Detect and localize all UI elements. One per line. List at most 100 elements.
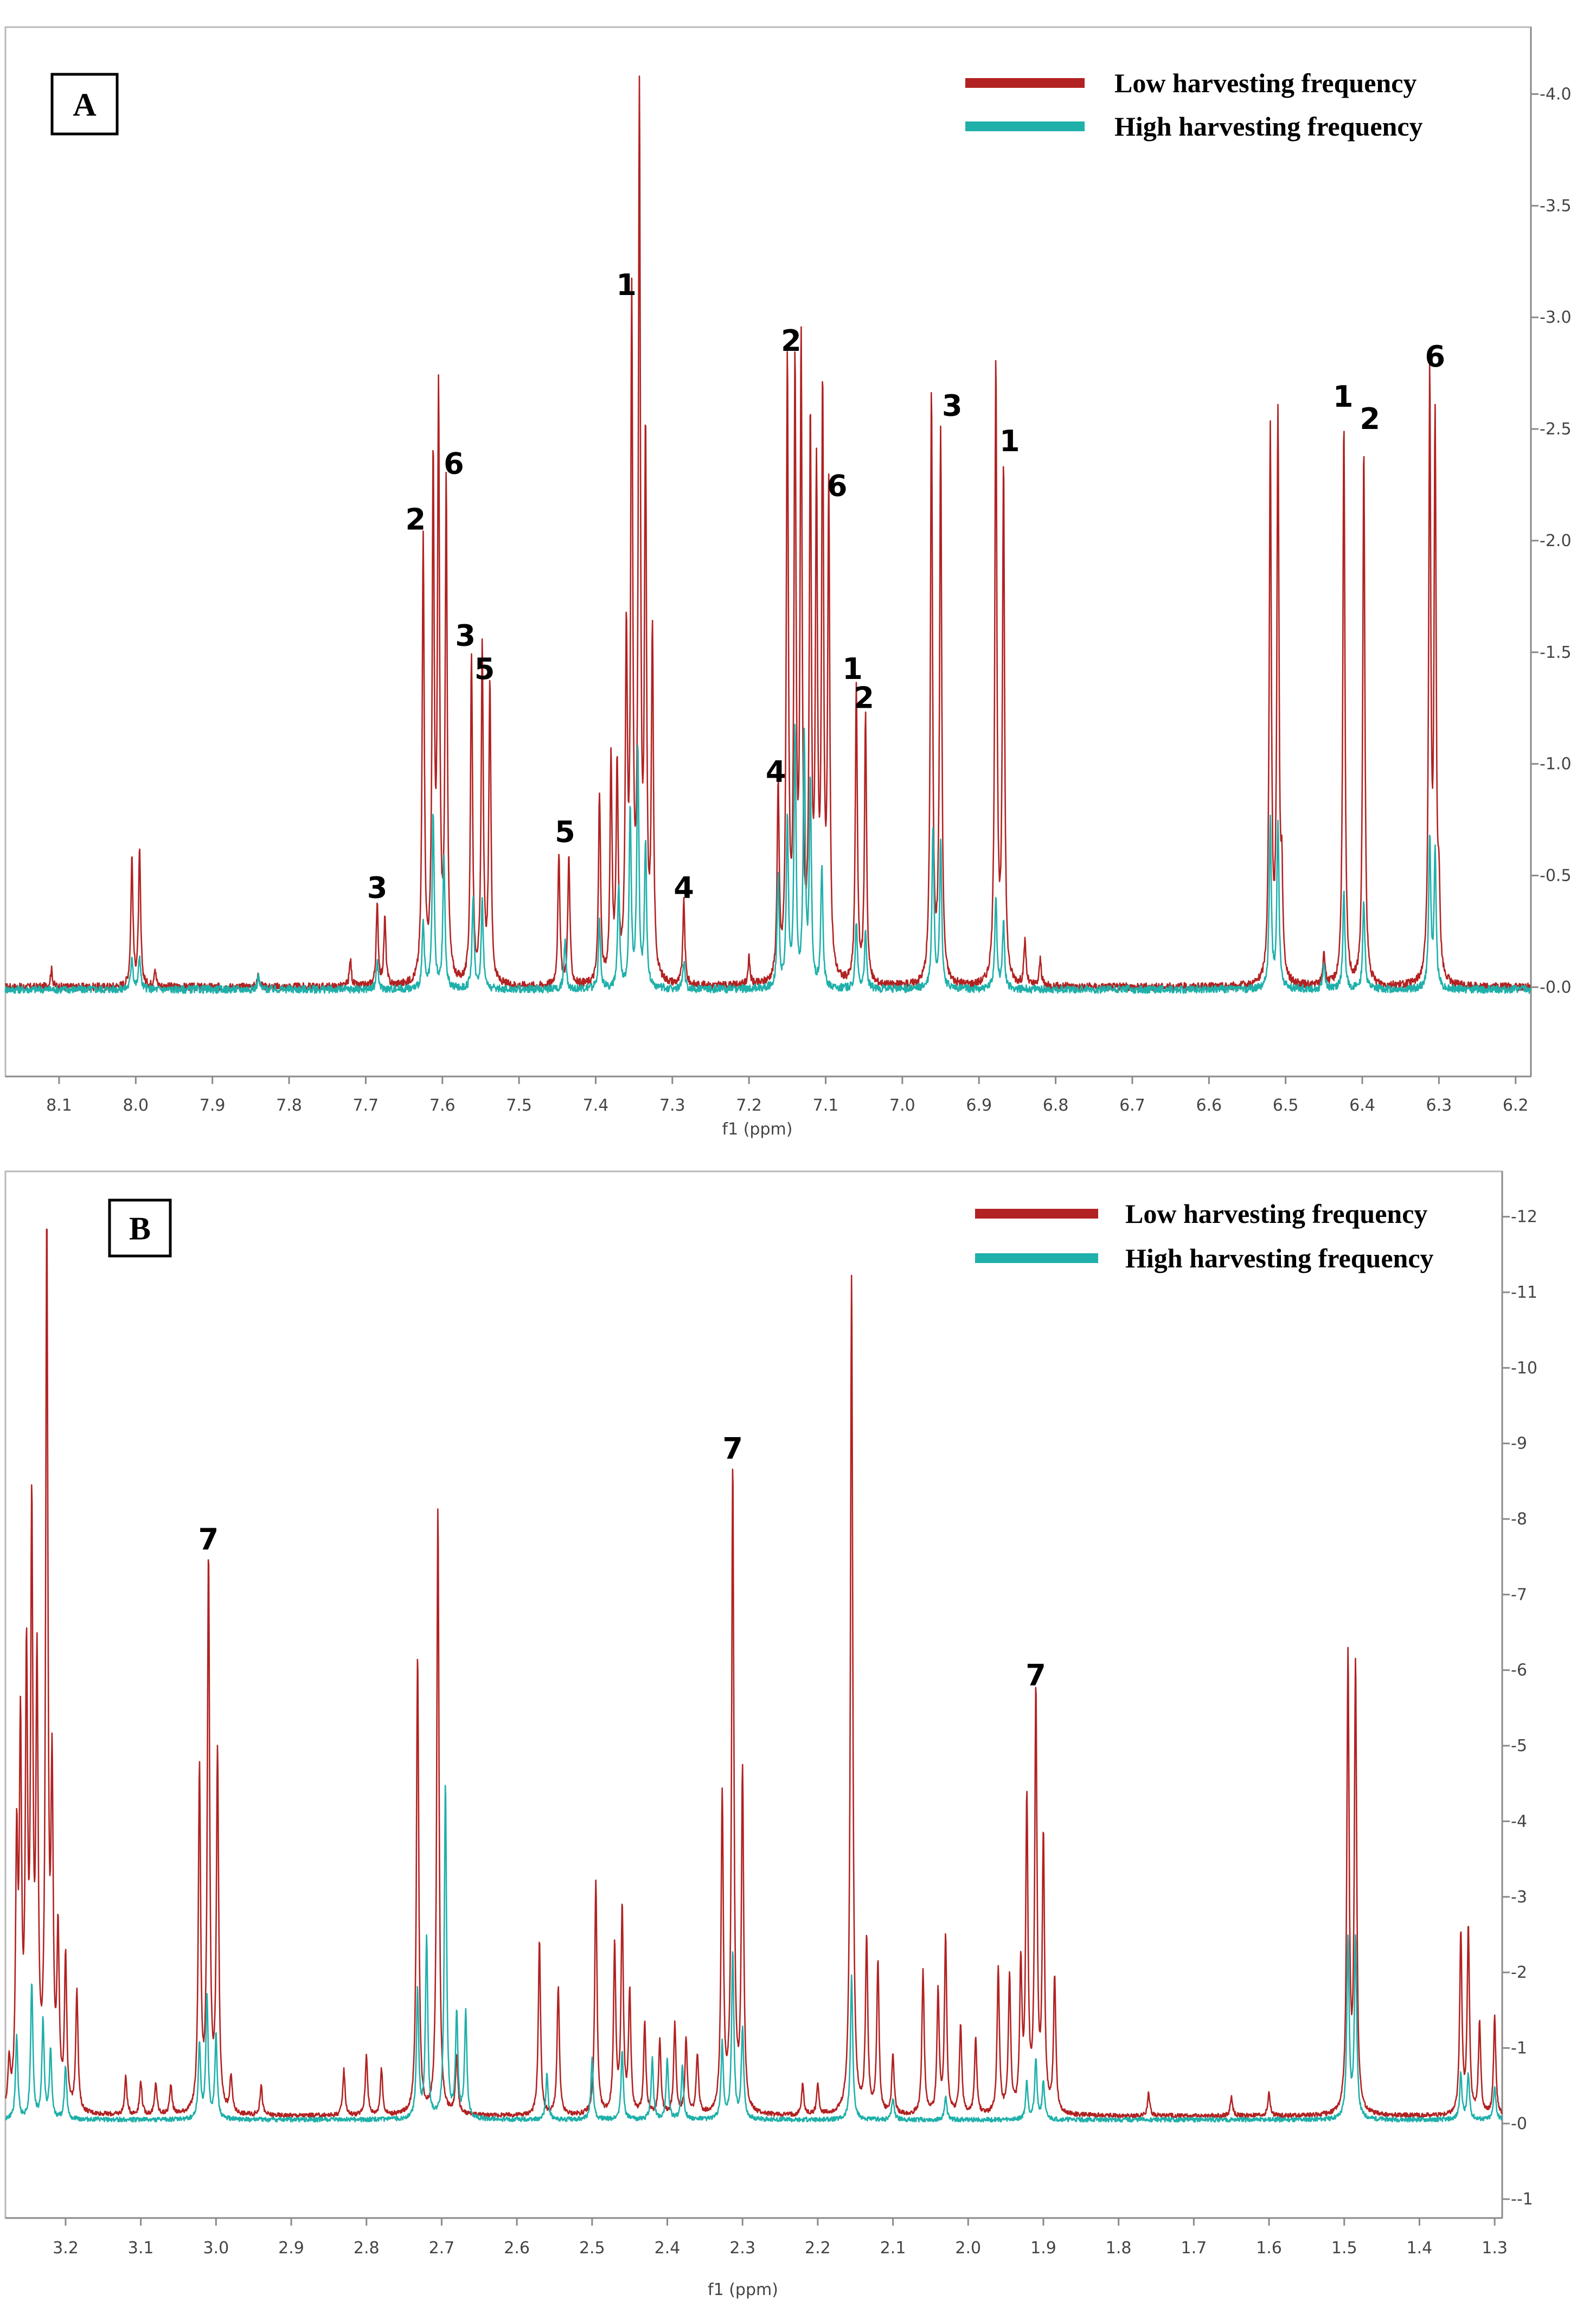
legend-label-low: Low harvesting frequency: [1125, 1198, 1427, 1229]
x-tick-label: 1.6: [1256, 2239, 1282, 2258]
peak-label: 1: [842, 652, 863, 686]
nmr-chart-b: 3.2 3.1 3.0 2.9 2.8 2.7 2.6 2.5 2.4 2.3 2.2 2.1 2.0 1…: [4, 1170, 1537, 2299]
y-tick-label: -3: [1511, 1888, 1527, 1907]
series-high-harvesting: [4, 723, 1532, 994]
x-tick-label: 2.3: [729, 2239, 755, 2258]
plot-frame: [4, 1170, 1503, 2219]
peak-label: 4: [674, 871, 694, 905]
y-tick-label: -3.0: [1540, 308, 1572, 327]
x-tick-label: 6.5: [1273, 1096, 1299, 1115]
peak-label: 3: [455, 618, 476, 652]
panel-label-box: [50, 73, 119, 136]
x-tick-label: 1.5: [1331, 2239, 1357, 2258]
series-low-harvesting: [4, 1228, 1503, 2119]
x-tick-label: 7.9: [200, 1096, 226, 1115]
y-tick-label: -9: [1511, 1434, 1527, 1453]
x-tick-label: 2.7: [429, 2239, 455, 2258]
x-tick-label: 1.7: [1181, 2239, 1207, 2258]
x-tick-label: 6.6: [1196, 1096, 1222, 1115]
panel-label: B: [129, 1211, 151, 1247]
x-tick-label: 2.0: [955, 2239, 981, 2258]
panel-label: A: [73, 87, 96, 123]
y-tick-label: -4.0: [1540, 85, 1572, 104]
plot-frame: [4, 26, 1532, 1078]
peak-label: 5: [475, 652, 495, 686]
x-tick-label: 3.2: [53, 2239, 79, 2258]
x-tick-label: 7.5: [506, 1096, 532, 1115]
x-axis-title: f1 (ppm): [708, 2280, 778, 2299]
panel-label-box: [108, 1198, 172, 1258]
x-tick-label: 1.9: [1030, 2239, 1056, 2258]
y-tick-label: -4: [1511, 1812, 1527, 1831]
x-tick-label: 3.1: [128, 2239, 154, 2258]
peak-label: 7: [198, 1522, 219, 1556]
peak-label: 1: [1333, 380, 1354, 414]
y-tick-label: -2.5: [1540, 420, 1572, 439]
x-tick-label: 8.1: [46, 1096, 72, 1115]
peak-label: 1: [616, 268, 637, 302]
x-tick-label: 2.6: [504, 2239, 530, 2258]
x-tick-label: 7.0: [889, 1096, 915, 1115]
y-tick-label: -0.0: [1540, 978, 1572, 997]
x-tick-label: 6.4: [1349, 1096, 1375, 1115]
x-tick-label: 8.0: [123, 1096, 149, 1115]
x-tick-label: 2.4: [655, 2239, 681, 2258]
x-tick-label: 2.1: [880, 2239, 906, 2258]
y-tick-label: -10: [1511, 1358, 1537, 1377]
x-tick-label: 7.6: [430, 1096, 456, 1115]
y-tick-label: -3.5: [1540, 196, 1572, 215]
y-tick-label: -8: [1511, 1510, 1527, 1529]
peak-label: 1: [999, 424, 1020, 458]
peak-label: 6: [827, 469, 848, 503]
x-tick-label: 1.3: [1482, 2239, 1508, 2258]
y-tick-label: -5: [1511, 1736, 1527, 1755]
peak-label: 3: [367, 871, 388, 905]
y-tick-label: -0.5: [1540, 866, 1572, 885]
y-tick-label: -1.5: [1540, 643, 1572, 662]
spectrum-panel-b: 3.2 3.1 3.0 2.9 2.8 2.7 2.6 2.5 2.4 2.3 2.2 2.1 2.0 1…: [0, 1155, 1596, 2301]
x-tick-label: 6.3: [1426, 1096, 1452, 1115]
x-tick-label: 7.4: [583, 1096, 609, 1115]
x-tick-label: 6.7: [1119, 1096, 1145, 1115]
x-tick-label: 7.7: [353, 1096, 379, 1115]
x-tick-label: 6.2: [1503, 1096, 1529, 1115]
peak-label: 2: [1360, 402, 1380, 436]
x-tick-label: 7.1: [813, 1096, 839, 1115]
x-tick-label: 7.2: [736, 1096, 762, 1115]
series-high-harvesting: [4, 1785, 1503, 2123]
x-tick-label: 2.2: [805, 2239, 831, 2258]
peak-label: 2: [781, 324, 802, 358]
x-tick-label: 3.0: [203, 2239, 229, 2258]
peak-label: 7: [1025, 1658, 1046, 1693]
peak-label: 6: [1425, 339, 1446, 374]
y-tick-label: -7: [1511, 1585, 1527, 1604]
x-tick-label: 6.8: [1043, 1096, 1069, 1115]
x-tick-label: 2.8: [354, 2239, 380, 2258]
peak-label: 6: [444, 446, 464, 480]
x-tick-label: 1.8: [1106, 2239, 1132, 2258]
y-tick-label: --1: [1511, 2190, 1533, 2209]
peak-label: 2: [854, 681, 874, 715]
spectrum-panel-a: 8.1 8.0 7.9 7.8 7.7 7.6 7.5 7.4 7.3 7.2 7.1 7.0 6.9 6…: [0, 0, 1596, 1139]
y-tick-label: -12: [1511, 1208, 1537, 1227]
y-tick-label: -2: [1511, 1963, 1527, 1982]
legend-label-high: High harvesting frequency: [1125, 1243, 1434, 1273]
x-tick-label: 7.8: [276, 1096, 302, 1115]
x-tick-label: 2.9: [278, 2239, 304, 2258]
peak-label: 2: [405, 502, 426, 536]
legend-label-low: Low harvesting frequency: [1114, 68, 1416, 98]
x-tick-label: 6.9: [966, 1096, 992, 1115]
nmr-chart-a: 8.1 8.0 7.9 7.8 7.7 7.6 7.5 7.4 7.3 7.2 7.1 7.0 6.9 6…: [4, 26, 1572, 1139]
peak-label: 5: [555, 815, 575, 849]
y-tick-label: -2.0: [1540, 531, 1572, 550]
peak-label: 7: [722, 1432, 743, 1466]
x-axis-title: f1 (ppm): [722, 1120, 793, 1139]
x-tick-label: 2.5: [579, 2239, 605, 2258]
peak-label: 3: [942, 388, 963, 422]
y-tick-label: -6: [1511, 1661, 1527, 1680]
x-tick-label: 7.3: [659, 1096, 685, 1115]
peak-label: 4: [766, 755, 786, 789]
y-tick-label: -1: [1511, 2039, 1527, 2058]
y-tick-label: -0: [1511, 2114, 1527, 2133]
y-tick-label: -11: [1511, 1283, 1537, 1302]
